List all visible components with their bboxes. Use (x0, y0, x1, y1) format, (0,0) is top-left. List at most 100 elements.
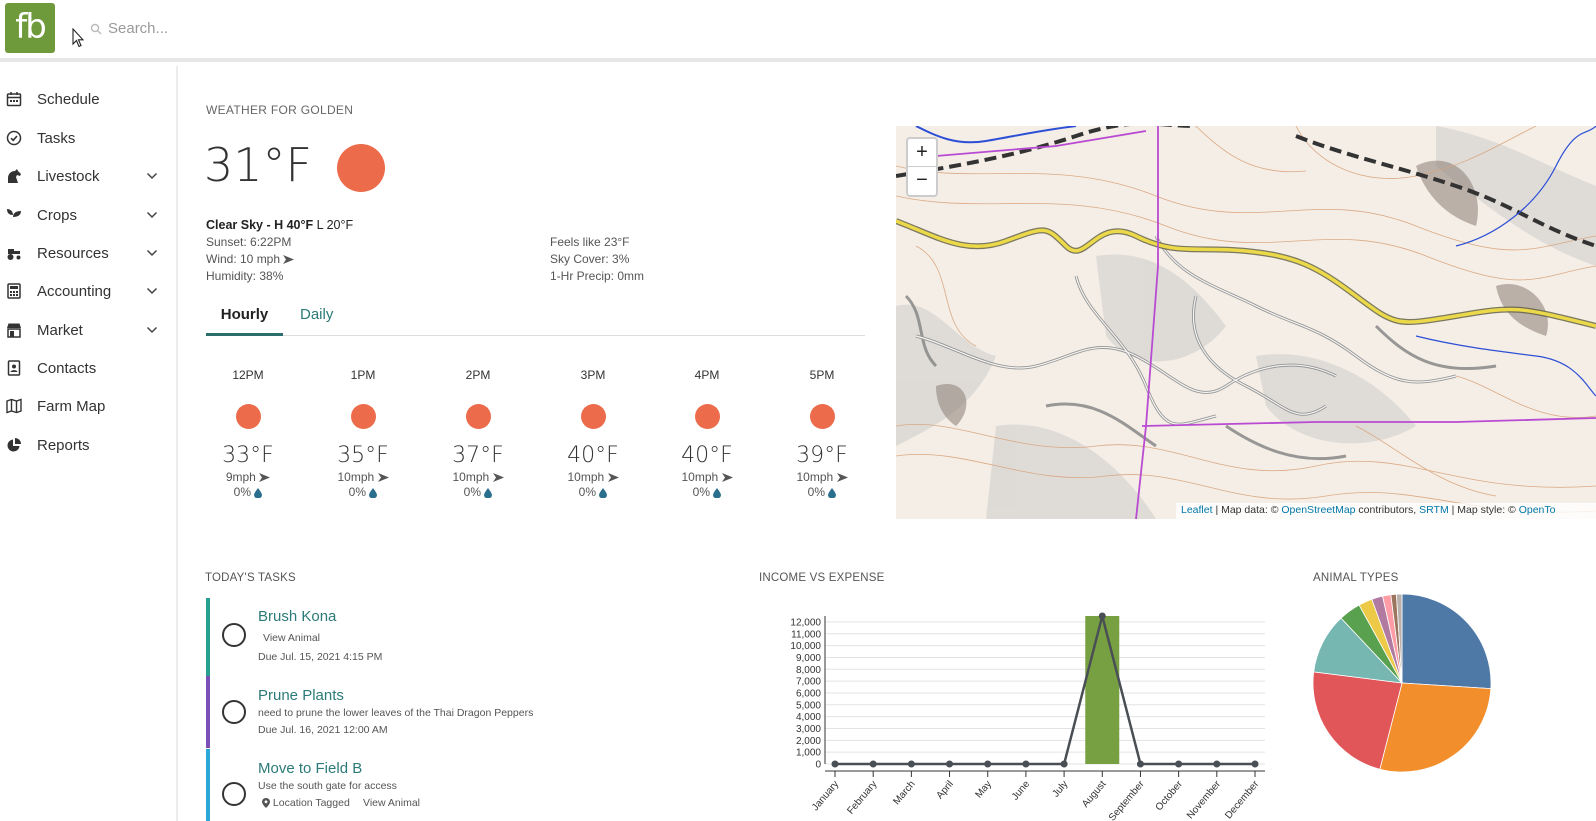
sidebar-item-crops[interactable]: Crops (0, 197, 176, 233)
view-animal-link[interactable]: View Animal (263, 632, 321, 644)
animal-types-chart (1312, 593, 1492, 773)
sidebar-item-label: Accounting (37, 282, 112, 300)
srtm-link[interactable]: SRTM (1419, 504, 1449, 516)
wind-text: Wind: 10 mph (206, 252, 295, 266)
sidebar-item-resources[interactable]: Resources (0, 235, 176, 271)
hourly-forecast-column: 3PM 40°F 10mph 0% (553, 368, 633, 499)
task-card[interactable]: Prune Plants need to prune the lower lea… (206, 676, 686, 748)
hour-wind: 10mph (323, 470, 403, 484)
y-tick-label: 11,000 (791, 629, 821, 640)
horse-icon (8, 169, 21, 183)
map-icon (6, 398, 22, 414)
sidebar-item-reports[interactable]: Reports (0, 427, 176, 463)
calendar-icon (6, 92, 22, 107)
hour-temperature: 39°F (796, 443, 848, 468)
wind-arrow-icon (283, 255, 295, 265)
y-tick-label: 4,000 (796, 712, 821, 723)
hour-wind-value: 9mph (225, 470, 256, 484)
current-temperature: 31°F (204, 138, 312, 192)
tab-daily[interactable]: Daily (300, 306, 334, 323)
attribution-text: | Map data: © (1212, 504, 1282, 516)
zoom-out-button[interactable]: − (916, 169, 928, 191)
sidebar-item-schedule[interactable]: Schedule (0, 81, 176, 117)
search-input[interactable] (108, 16, 408, 40)
leaflet-link[interactable]: Leaflet (1181, 504, 1213, 516)
pie-slice[interactable] (1401, 593, 1492, 690)
hour-precip-value: 0% (348, 485, 366, 499)
store-icon (7, 323, 21, 338)
opentopomap-link[interactable]: OpenTo (1518, 504, 1556, 516)
raindrop-icon (254, 487, 263, 498)
search-icon (90, 23, 102, 35)
sidebar-item-label: Crops (37, 206, 78, 224)
hour-precip: 0% (208, 485, 288, 499)
pie-slice[interactable] (1312, 671, 1403, 770)
condition-low: L 20°F (316, 218, 354, 232)
sidebar-item-farm-map[interactable]: Farm Map (0, 388, 176, 424)
hour-precip-value: 0% (692, 485, 710, 499)
x-tick-label: November (1185, 778, 1224, 821)
zoom-in-button[interactable]: + (908, 139, 936, 167)
expense-point (946, 760, 954, 768)
wind-value: Wind: 10 mph (206, 252, 281, 266)
pie-slice[interactable] (1395, 593, 1403, 684)
hour-time: 3PM (580, 368, 606, 382)
hour-wind-value: 10mph (567, 470, 605, 484)
raindrop-icon (369, 487, 378, 498)
hour-time: 5PM (809, 368, 835, 382)
expense-point (1022, 760, 1030, 768)
task-title[interactable]: Brush Kona (258, 608, 337, 625)
task-title[interactable]: Move to Field B (258, 760, 363, 777)
raindrop-icon (828, 487, 837, 498)
expense-point (1251, 760, 1259, 768)
osm-link[interactable]: OpenStreetMap (1281, 504, 1356, 516)
top-bar: fb (0, 0, 1596, 62)
task-description: Use the south gate for access (258, 780, 397, 792)
y-tick-label: 2,000 (796, 736, 821, 747)
app-logo[interactable]: fb (5, 3, 55, 53)
y-tick-label: 1,000 (796, 748, 821, 759)
sidebar-item-accounting[interactable]: Accounting (0, 273, 176, 309)
weather-condition: Clear Sky - H 40°F L 20°F (206, 218, 353, 232)
expense-line (835, 615, 1255, 766)
farm-map[interactable] (896, 126, 1596, 519)
x-tick-label: October (1154, 778, 1186, 813)
sidebar-item-label: Resources (37, 244, 109, 262)
mouse-cursor-icon (72, 28, 84, 48)
task-complete-checkbox[interactable] (222, 700, 246, 724)
hourly-forecast-column: 12PM 33°F 9mph 0% (208, 368, 288, 499)
task-card[interactable]: Move to Field B Use the south gate for a… (206, 749, 686, 821)
precip-text: 1-Hr Precip: 0mm (550, 269, 645, 283)
sidebar-item-tasks[interactable]: Tasks (0, 120, 176, 156)
hour-temperature: 40°F (681, 443, 733, 468)
hour-precip: 0% (782, 485, 862, 499)
sidebar-item-livestock[interactable]: Livestock (0, 158, 176, 194)
location-tagged-link[interactable]: Location Tagged (262, 797, 350, 809)
hour-wind: 10mph (667, 470, 747, 484)
weather-title: WEATHER FOR GOLDEN (206, 103, 354, 117)
x-tick-label: April (935, 779, 956, 801)
pie-slice[interactable] (1379, 682, 1492, 773)
sidebar-item-label: Livestock (37, 167, 100, 185)
tab-hourly[interactable]: Hourly (206, 306, 283, 336)
task-card[interactable]: Brush Kona View Animal Due Jul. 15, 2021… (206, 598, 686, 676)
chevron-down-icon (146, 211, 158, 219)
chevron-down-icon (146, 287, 158, 295)
sidebar-item-market[interactable]: Market (0, 312, 176, 348)
task-title[interactable]: Prune Plants (258, 687, 344, 704)
view-animal-link[interactable]: View Animal (363, 797, 421, 809)
task-complete-checkbox[interactable] (222, 623, 246, 647)
tractor-icon (7, 249, 21, 260)
address-book-icon (7, 360, 21, 376)
task-complete-checkbox[interactable] (222, 782, 246, 806)
hourly-forecast-column: 2PM 37°F 10mph 0% (438, 368, 518, 499)
x-tick-label: December (1223, 778, 1262, 821)
sidebar-item-contacts[interactable]: Contacts (0, 350, 176, 386)
x-tick-label: February (845, 779, 879, 817)
income-bar (1085, 616, 1120, 764)
calculator-icon (7, 283, 21, 299)
expense-point (1098, 612, 1106, 620)
y-tick-label: 8,000 (796, 665, 821, 676)
hour-precip-value: 0% (233, 485, 251, 499)
hour-wind: 10mph (782, 470, 862, 484)
